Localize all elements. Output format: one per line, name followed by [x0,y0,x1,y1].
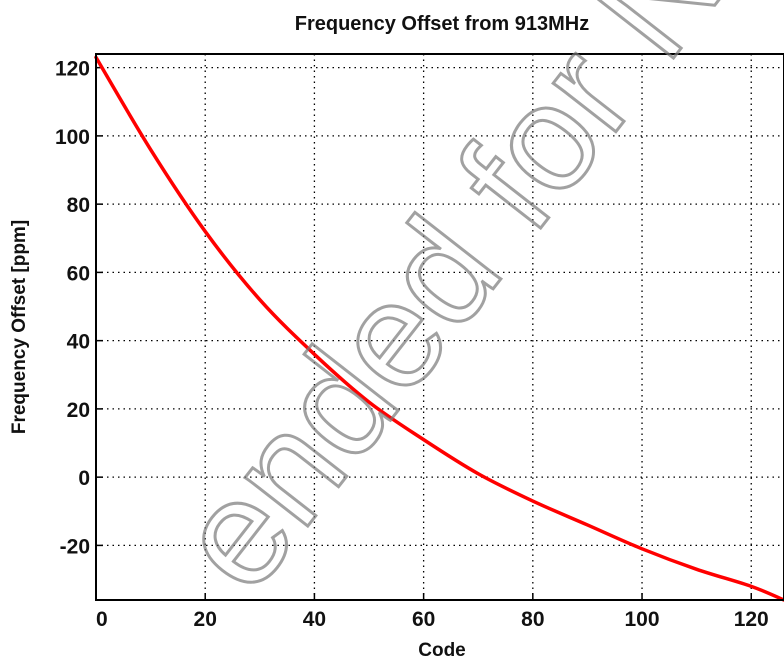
y-tick-label: 0 [78,467,90,490]
x-tick-labels: 0 20 40 60 80 100 120 [96,608,769,631]
x-tick-label: 80 [521,608,544,631]
y-axis-label: Frequency Offset [ppm] [9,220,30,434]
y-tick-label: 100 [55,126,90,149]
plot-frame [95,53,784,601]
grid-lines [95,54,784,600]
y-tick-label: 20 [67,399,90,422]
y-tick-labels: -20 0 20 40 60 80 100 120 [55,58,90,559]
x-tick-label: 40 [303,608,326,631]
y-tick-label: 60 [67,262,90,285]
series-line [94,55,784,602]
watermark-text: ended for New [143,0,784,620]
series-layer [94,55,784,602]
y-tick-label: -20 [60,535,90,558]
chart-title: Frequency Offset from 913MHz [295,13,590,35]
y-tick-label: 40 [67,331,90,354]
y-tick-label: 120 [55,58,90,81]
x-tick-label: 120 [734,608,769,631]
x-axis-label: Code [418,640,466,660]
x-tick-label: 60 [412,608,435,631]
x-tick-label: 20 [194,608,217,631]
y-tick-label: 80 [67,194,90,217]
x-tick-label: 100 [625,608,660,631]
x-tick-label: 0 [96,608,108,631]
